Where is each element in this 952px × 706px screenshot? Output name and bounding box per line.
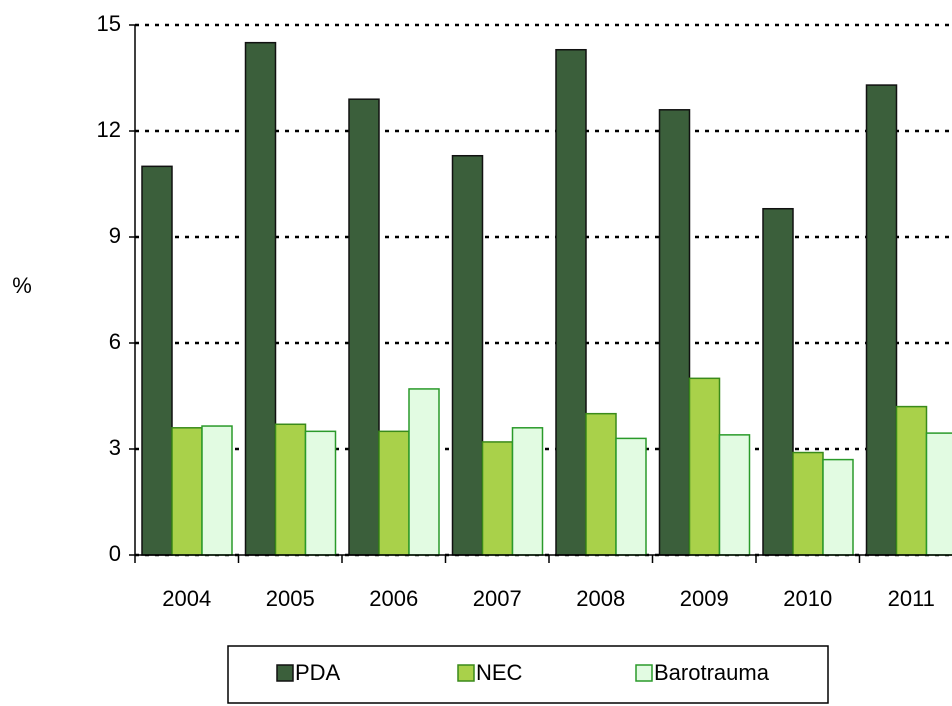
x-tick-label: 2006 <box>369 586 418 611</box>
legend-swatch <box>457 664 475 682</box>
x-tick-label: 2009 <box>680 586 729 611</box>
bar <box>274 423 307 556</box>
legend-label: Barotrauma <box>654 660 770 685</box>
bar <box>688 377 721 556</box>
y-axis-label: % <box>12 273 32 298</box>
y-tick-label: 15 <box>97 11 121 36</box>
bar <box>615 437 647 556</box>
x-tick-label: 2007 <box>473 586 522 611</box>
bar <box>511 427 544 556</box>
x-tick-label: 2011 <box>888 586 935 611</box>
bar <box>378 430 410 556</box>
x-tick-label: 2008 <box>576 586 625 611</box>
legend-box <box>227 645 829 704</box>
bar <box>585 412 617 556</box>
x-tick-label: 2005 <box>266 586 315 611</box>
bar <box>718 434 751 556</box>
bar <box>865 84 898 556</box>
bar <box>481 441 514 556</box>
legend-label: NEC <box>476 660 523 685</box>
bar <box>451 154 484 556</box>
y-tick-label: 9 <box>109 223 121 248</box>
bar <box>658 109 691 556</box>
y-tick-label: 0 <box>109 541 121 566</box>
bar <box>408 388 440 556</box>
x-tick-label: 2010 <box>783 586 832 611</box>
bar <box>822 458 854 556</box>
bar <box>304 430 337 556</box>
bar <box>895 405 928 556</box>
bar <box>141 165 173 556</box>
bar <box>555 48 587 556</box>
bar <box>201 425 233 556</box>
y-tick-label: 3 <box>109 435 121 460</box>
legend-swatch <box>276 664 294 682</box>
legend-swatch <box>635 664 653 682</box>
bar <box>244 41 277 556</box>
bar <box>762 207 794 556</box>
bar <box>171 427 203 556</box>
bar <box>925 432 952 556</box>
legend-label: PDA <box>295 660 341 685</box>
bar <box>348 98 380 556</box>
bar <box>792 451 824 556</box>
x-tick-label: 2004 <box>162 586 211 611</box>
y-tick-label: 12 <box>97 117 121 142</box>
y-tick-label: 6 <box>109 329 121 354</box>
